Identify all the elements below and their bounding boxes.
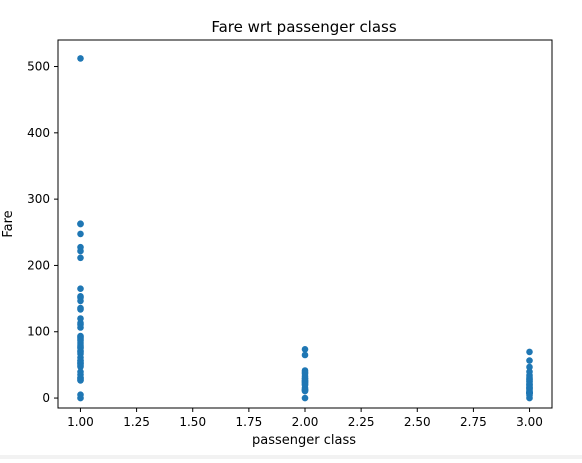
x-tick-label: 1.00 xyxy=(67,415,94,429)
x-tick-label: 1.50 xyxy=(179,415,206,429)
data-point xyxy=(301,394,309,402)
data-point xyxy=(301,351,309,359)
data-point xyxy=(77,377,84,384)
bottom-strip xyxy=(0,455,582,459)
data-point xyxy=(77,230,84,238)
x-tick-label: 2.00 xyxy=(292,415,319,429)
x-tick-label: 1.25 xyxy=(123,415,150,429)
data-point xyxy=(526,363,533,371)
x-tick-label: 1.75 xyxy=(236,415,263,429)
y-tick-label: 0 xyxy=(42,391,50,405)
data-point xyxy=(77,297,84,305)
y-tick-label: 100 xyxy=(27,325,50,339)
y-tick-label: 300 xyxy=(27,192,50,206)
x-tick-label: 2.50 xyxy=(404,415,431,429)
data-point xyxy=(77,285,84,293)
data-point xyxy=(77,247,84,255)
data-point xyxy=(77,55,84,62)
data-point xyxy=(301,387,309,395)
x-axis-label: passenger class xyxy=(252,433,356,448)
data-point xyxy=(301,346,309,353)
y-axis-label: Fare xyxy=(1,210,16,237)
data-point xyxy=(77,220,84,228)
data-point xyxy=(526,394,533,402)
data-point xyxy=(526,357,533,364)
y-tick-label: 200 xyxy=(27,258,50,272)
x-axis-ticks: 1.00 1.25 1.50 1.75 2.00 2.25 2.50 2.75 3.00 xyxy=(67,408,543,429)
data-point xyxy=(77,363,84,371)
points-layer xyxy=(77,55,533,402)
data-point xyxy=(526,348,533,356)
x-tick-label: 3.00 xyxy=(516,415,543,429)
y-axis-ticks: 0 100 200 300 400 500 xyxy=(27,60,58,405)
y-tick-label: 500 xyxy=(27,60,50,74)
data-point xyxy=(77,394,84,402)
data-point xyxy=(77,324,84,331)
x-tick-label: 2.75 xyxy=(460,415,487,429)
y-tick-label: 400 xyxy=(27,126,50,140)
data-point xyxy=(77,306,84,313)
data-point xyxy=(77,254,84,262)
chart-title: Fare wrt passenger class xyxy=(211,18,397,36)
x-tick-label: 2.25 xyxy=(348,415,375,429)
